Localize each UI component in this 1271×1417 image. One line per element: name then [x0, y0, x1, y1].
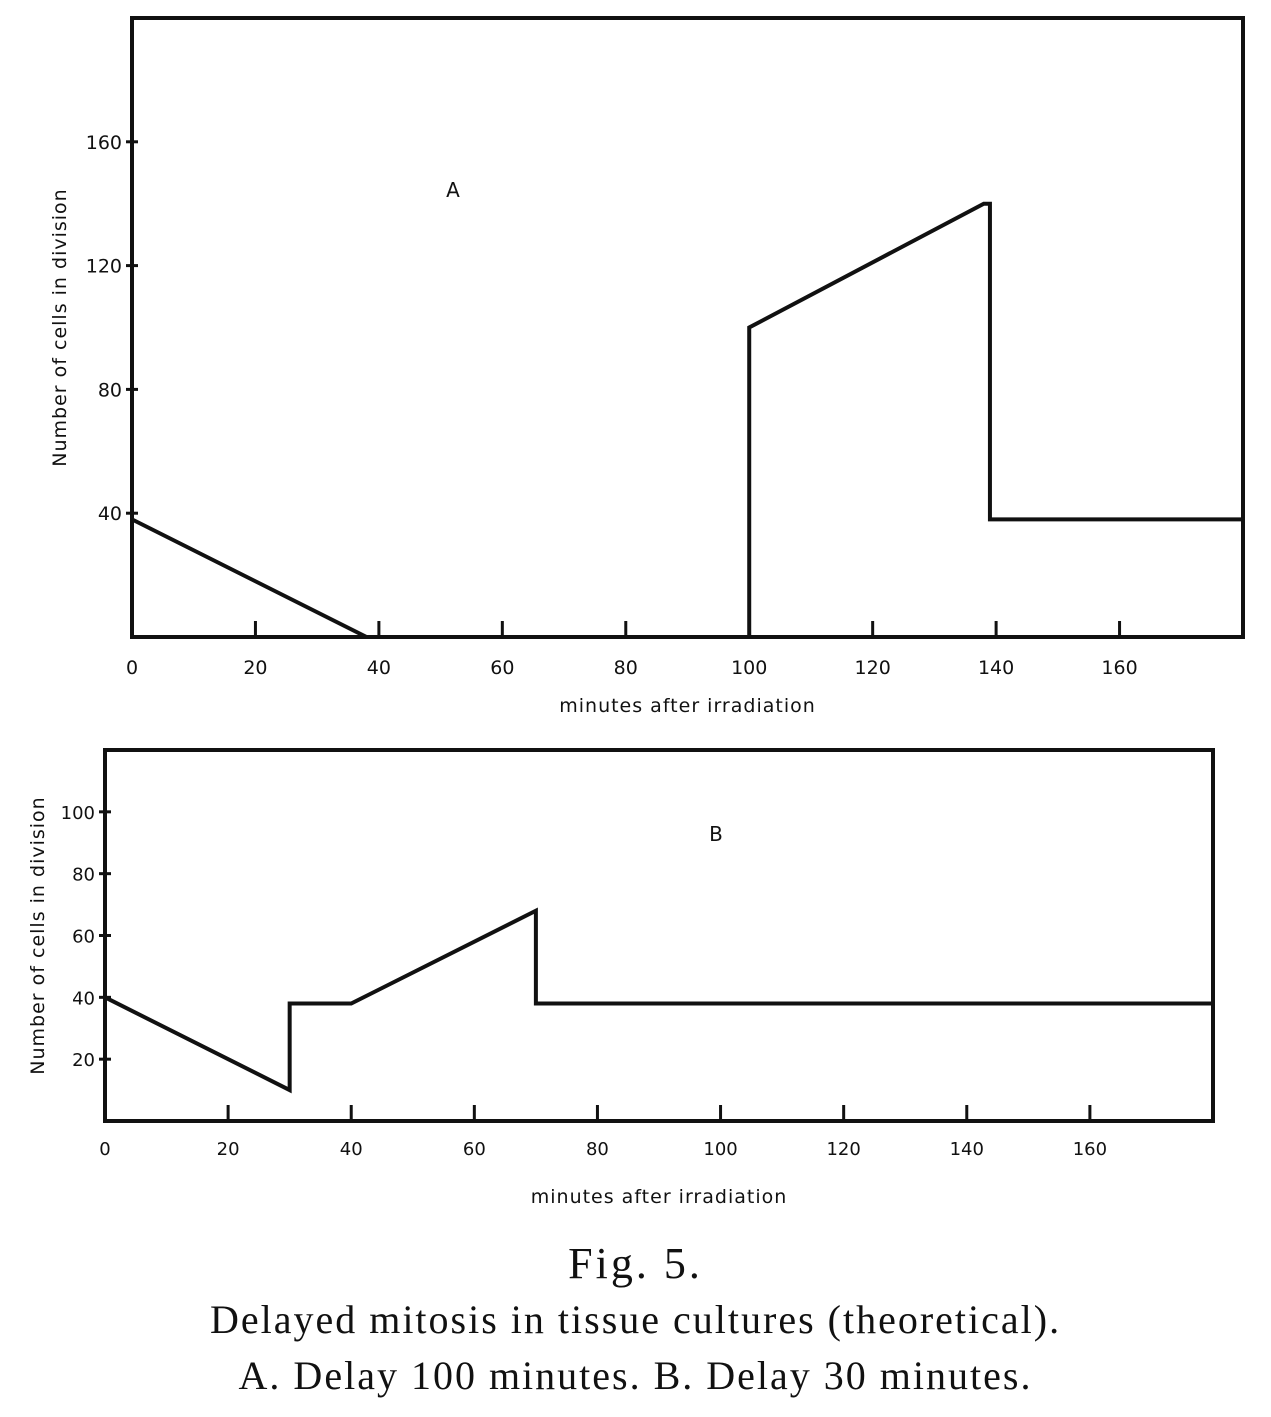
- chart-a: 0 20 40 60 80 100 120 140 160 40 80 120 160 minutes a…: [49, 16, 1245, 717]
- x-tick-label: 100: [703, 1139, 737, 1160]
- x-axis-label: minutes after irradiation: [531, 1186, 788, 1208]
- y-axis-label: Number of cells in division: [49, 188, 71, 466]
- caption-line-2: A. Delay 100 minutes. B. Delay 30 minute…: [238, 1353, 1033, 1398]
- x-tick-label: 20: [217, 1139, 240, 1160]
- panel-label: B: [709, 822, 723, 846]
- x-tick-label: 20: [243, 657, 267, 679]
- x-tick-label: 160: [1073, 1139, 1107, 1160]
- figure-label: Fig. 5.: [568, 1239, 703, 1288]
- x-tick-label: 160: [1101, 657, 1137, 679]
- y-tick-label: 160: [86, 132, 122, 154]
- series-line: [131, 201, 1243, 639]
- x-tick-label: 60: [490, 657, 514, 679]
- caption-line-1: Delayed mitosis in tissue cultures (theo…: [209, 1297, 1062, 1342]
- x-tick-label: 120: [855, 657, 891, 679]
- y-tick-label: 120: [86, 256, 122, 278]
- x-tick-label: 0: [99, 1139, 110, 1160]
- plot-frame: [103, 748, 1215, 1123]
- y-axis-label: Number of cells in division: [27, 796, 49, 1074]
- x-tick-label: 120: [826, 1139, 860, 1160]
- y-tick-label: 80: [98, 379, 122, 401]
- x-tick-label: 80: [586, 1139, 609, 1160]
- x-tick-label: 100: [731, 657, 767, 679]
- y-tick-label: 60: [72, 927, 95, 948]
- x-tick-label: 40: [367, 657, 391, 679]
- x-tick-label: 40: [340, 1139, 363, 1160]
- y-tick-label: 40: [98, 503, 122, 525]
- plot-frame: [130, 16, 1245, 639]
- x-tick-label: 140: [978, 657, 1014, 679]
- x-tick-label: 80: [614, 657, 638, 679]
- panel-label: A: [446, 178, 460, 202]
- x-axis-label: minutes after irradiation: [559, 695, 816, 717]
- x-tick-label: 140: [950, 1139, 984, 1160]
- x-tick-label: 60: [463, 1139, 486, 1160]
- y-tick-label: 20: [72, 1050, 95, 1071]
- y-tick-label: 40: [72, 988, 95, 1009]
- x-tick-label: 0: [126, 657, 138, 679]
- y-tick-label: 100: [61, 803, 95, 824]
- series-line: [104, 907, 1213, 1094]
- chart-b: 0 20 40 60 80 100 120 140 160 20 40 60 80 100 minutes …: [27, 748, 1215, 1208]
- y-tick-label: 80: [72, 865, 95, 886]
